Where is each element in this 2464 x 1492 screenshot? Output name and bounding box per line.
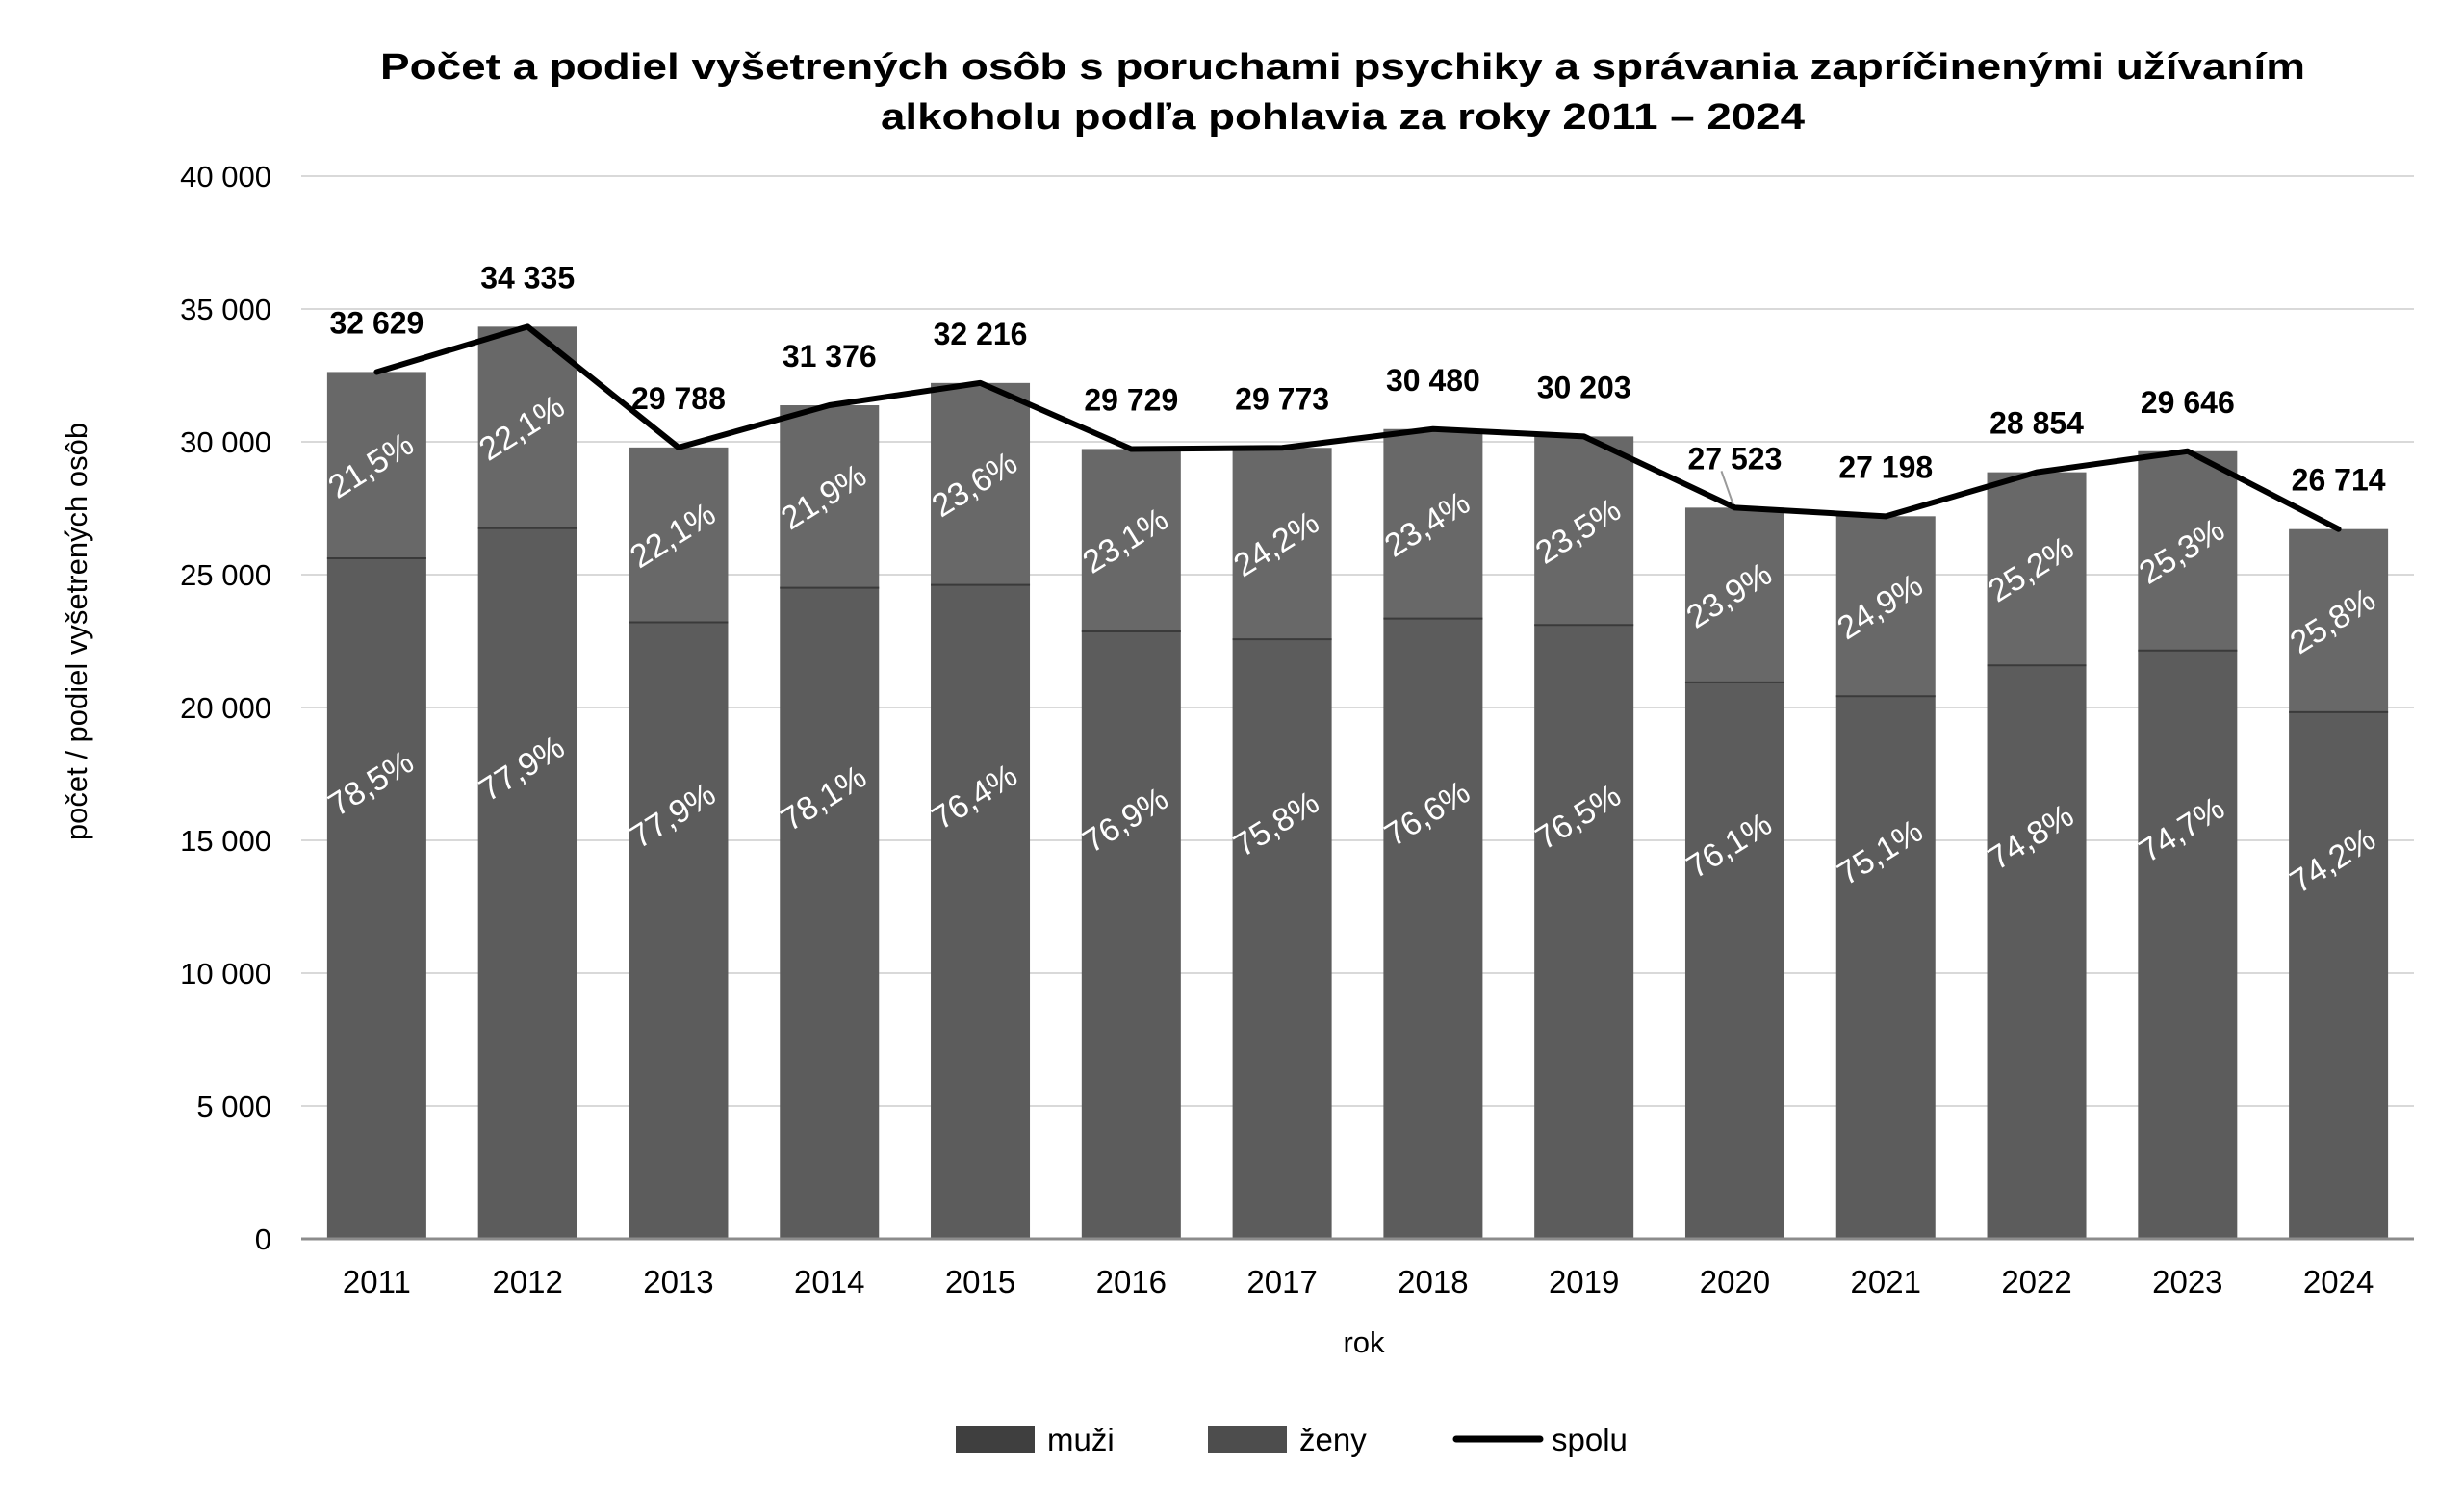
- bar-segment-muzi: [2289, 711, 2389, 1239]
- total-value-label: 30 480: [1386, 363, 1480, 398]
- y-tick-label: 20 000: [180, 691, 271, 725]
- bar-segment-zeny: [629, 447, 729, 623]
- x-tick-label: 2023: [2152, 1264, 2222, 1299]
- x-tick-label: 2012: [492, 1264, 562, 1299]
- bar-segment-muzi: [2138, 650, 2238, 1239]
- bar-segment-zeny: [931, 382, 1031, 585]
- x-tick-label: 2017: [1246, 1264, 1317, 1299]
- legend-item-spolu: spolu: [1452, 1422, 1628, 1457]
- total-value-label: 29 773: [1235, 381, 1329, 416]
- x-tick-label: 2014: [794, 1264, 864, 1299]
- bar-segment-muzi: [629, 622, 729, 1239]
- y-axis-ticks: 0 5 000 10 000 15 000 20 000 25 000 30 000 35 0…: [180, 160, 271, 1256]
- legend: muži ženy spolu: [956, 1422, 1628, 1457]
- x-tick-label: 2018: [1398, 1264, 1468, 1299]
- y-tick-label: 10 000: [180, 957, 271, 990]
- legend-swatch-icon: [956, 1426, 1035, 1453]
- total-value-label: 30 203: [1537, 370, 1631, 404]
- x-axis-title: rok: [1343, 1325, 1385, 1359]
- bar-segment-muzi: [1383, 618, 1483, 1239]
- bar-segment-zeny: [1081, 449, 1181, 632]
- y-tick-label: 15 000: [180, 824, 271, 858]
- total-value-label: 32 629: [329, 305, 424, 340]
- total-line-series: [373, 323, 2342, 532]
- total-value-label: 29 646: [2141, 385, 2235, 420]
- bar-segment-zeny: [1534, 436, 1634, 626]
- y-tick-label: 0: [255, 1222, 271, 1256]
- y-tick-label: 35 000: [180, 293, 271, 326]
- bar-segment-muzi: [1081, 631, 1181, 1239]
- y-tick-label: 25 000: [180, 558, 271, 592]
- x-tick-label: 2013: [643, 1264, 713, 1299]
- leader-line: [1720, 471, 1734, 504]
- bar-segment-muzi: [326, 558, 426, 1239]
- legend-item-zeny: ženy: [1208, 1422, 1367, 1457]
- bar-segment-zeny: [1232, 448, 1332, 640]
- y-axis-title: počet / podiel vyšetrených osôb: [60, 423, 93, 840]
- total-value-label: 34 335: [480, 260, 575, 295]
- x-tick-label: 2022: [2001, 1264, 2071, 1299]
- chart-title: Počet a podiel vyšetrených osôb s poruch…: [380, 47, 2305, 138]
- bar-segment-muzi: [1987, 665, 2087, 1239]
- legend-swatch-icon: [1208, 1426, 1287, 1453]
- bar-segment-muzi: [931, 584, 1031, 1239]
- total-value-label: 28 854: [1989, 406, 2084, 441]
- total-value-label: 32 216: [934, 317, 1028, 351]
- total-value-label: 29 729: [1084, 382, 1178, 417]
- bar-segment-zeny: [326, 372, 426, 559]
- bar-segment-zeny: [2138, 450, 2238, 651]
- total-value-label: 27 523: [1688, 441, 1783, 476]
- bar-segment-muzi: [1684, 682, 1784, 1239]
- bar-segment-muzi: [477, 527, 578, 1239]
- x-tick-label: 2015: [945, 1264, 1015, 1299]
- gridlines: [301, 175, 2414, 1107]
- x-tick-label: 2019: [1549, 1264, 1619, 1299]
- legend-label: spolu: [1552, 1422, 1628, 1457]
- total-line: [373, 323, 2342, 532]
- x-tick-label: 2021: [1851, 1264, 1921, 1299]
- legend-label: ženy: [1299, 1422, 1367, 1457]
- bar-segment-zeny: [1835, 516, 1936, 697]
- bar-segment-zeny: [1684, 507, 1784, 682]
- legend-item-muzi: muži: [956, 1422, 1115, 1457]
- x-axis-ticks: 2011 2012 2013 2014 2015 2016 2017 2018 2019 2020…: [343, 1264, 2374, 1299]
- total-value-label: 26 714: [2292, 463, 2386, 498]
- bar-segment-zeny: [780, 405, 880, 588]
- total-labels: 32 629 34 335 29 788 31 376 32 216 29 729 29 7…: [329, 260, 2386, 504]
- x-tick-label: 2011: [343, 1264, 411, 1299]
- total-value-label: 29 788: [631, 381, 726, 416]
- y-tick-label: 30 000: [180, 425, 271, 459]
- bar-segment-muzi: [1232, 639, 1332, 1239]
- bars: [326, 326, 2389, 1239]
- y-tick-label: 40 000: [180, 160, 271, 193]
- bar-segment-zeny: [1383, 428, 1483, 619]
- bar-segment-zeny: [2289, 528, 2389, 712]
- bar-segment-zeny: [1987, 472, 2087, 666]
- y-tick-label: 5 000: [196, 1090, 271, 1123]
- x-tick-label: 2016: [1096, 1264, 1167, 1299]
- bar-segment-muzi: [1835, 696, 1936, 1239]
- legend-label: muži: [1047, 1422, 1115, 1457]
- x-tick-label: 2020: [1700, 1264, 1770, 1299]
- bar-segment-zeny: [477, 326, 578, 528]
- total-value-label: 27 198: [1838, 450, 1933, 484]
- bar-segment-muzi: [780, 587, 880, 1239]
- x-tick-label: 2024: [2303, 1264, 2374, 1299]
- chart-title-line-2: alkoholu podľa pohlavia za roky 2011 – 2…: [881, 97, 1805, 138]
- bar-segment-muzi: [1534, 625, 1634, 1239]
- chart-title-line-1: Počet a podiel vyšetrených osôb s poruch…: [380, 47, 2305, 88]
- total-value-label: 31 376: [783, 339, 877, 373]
